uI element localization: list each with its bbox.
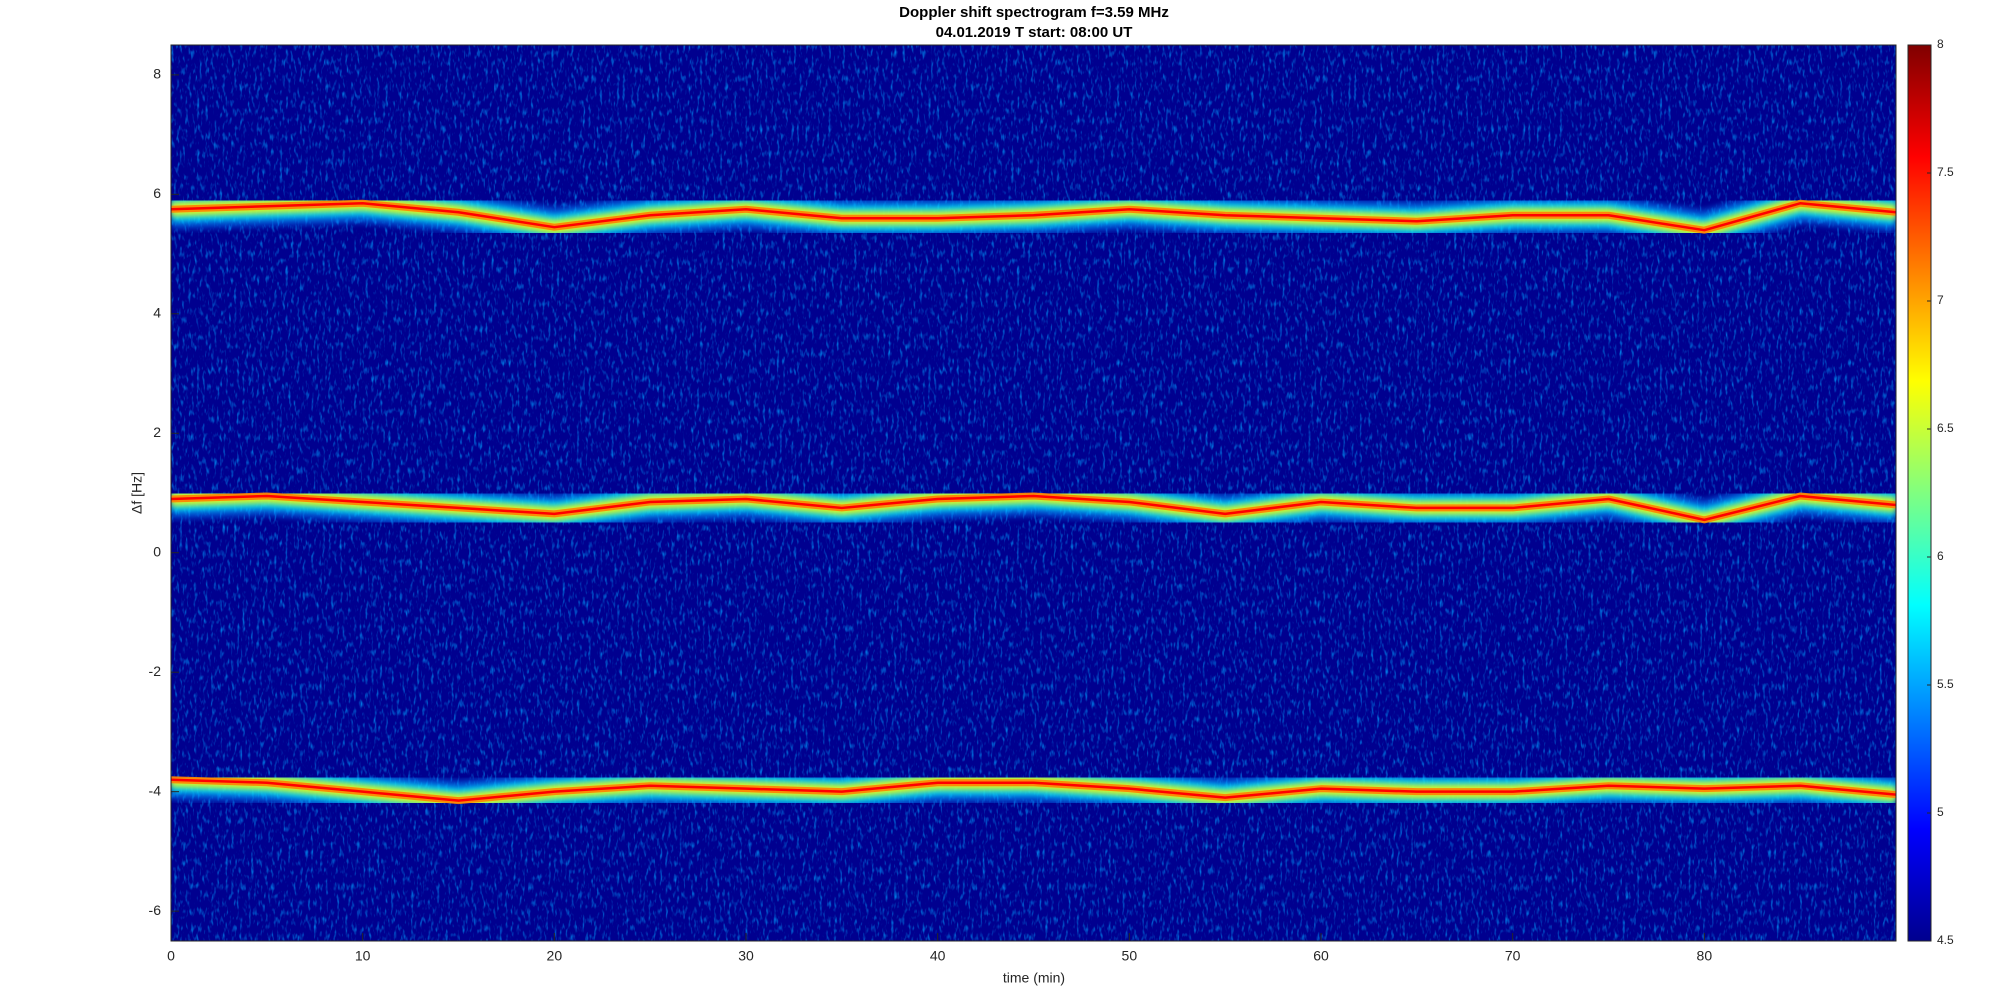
x-tick-label: 70 [1505,948,1521,964]
x-tick-label: 60 [1313,948,1329,964]
x-tick-label: 40 [930,948,946,964]
x-tick-label: 50 [1122,948,1138,964]
x-tick-label: 30 [738,948,754,964]
colorbar-tick-label: 4.5 [1937,933,1954,947]
y-axis-label: Δf [Hz] [129,472,145,514]
trace [171,494,1896,522]
traces [171,183,1896,821]
y-tick-label: 2 [153,424,161,440]
trace [171,202,1896,232]
x-axis-label: time (min) [1003,970,1065,986]
x-tick-label: 20 [547,948,563,964]
y-tick-label: 6 [153,185,161,201]
y-tick-label: -4 [149,782,162,798]
y-tick-label: -6 [149,902,162,918]
chart-subtitle: 04.01.2019 T start: 08:00 UT [936,24,1133,41]
colorbar-tick-label: 6 [1937,549,1944,563]
chart-title: Doppler shift spectrogram f=3.59 MHz [899,4,1169,21]
x-tick-label: 10 [355,948,371,964]
colorbar-tick-label: 5 [1937,805,1944,819]
colorbar [1907,44,1932,942]
colorbar-tick-label: 8 [1937,37,1944,51]
y-tick-label: 0 [153,543,161,559]
trace [171,778,1896,802]
y-tick-label: -2 [149,663,162,679]
x-tick-label: 0 [167,948,175,964]
colorbar-tick-label: 7 [1937,293,1944,307]
y-tick-label: 8 [153,66,161,82]
colorbar-tick-label: 5.5 [1937,677,1954,691]
colorbar-tick-label: 7.5 [1937,165,1954,179]
x-tick-label: 80 [1697,948,1713,964]
y-tick-label: 4 [153,305,161,321]
colorbar-tick-label: 6.5 [1937,421,1954,435]
plot-frame [170,44,1897,942]
